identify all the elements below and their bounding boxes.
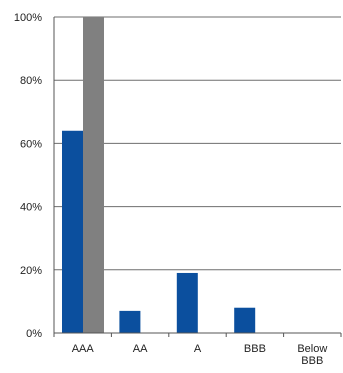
- y-tick-label: 100%: [14, 12, 42, 24]
- x-tick-label-bbb: BBB: [244, 343, 266, 355]
- bars: [62, 17, 256, 333]
- x-tick-label-a: A: [194, 343, 202, 355]
- bar-series1-a: [176, 272, 198, 333]
- y-tick-label: 80%: [20, 75, 42, 87]
- y-tick-label: 60%: [20, 138, 42, 150]
- bar-series2-aaa: [83, 17, 104, 333]
- bar-series1-bbb: [234, 307, 256, 333]
- y-tick-label: 40%: [20, 202, 42, 214]
- x-tick-label-below-bbb: Below BBB: [297, 343, 327, 367]
- x-tick-label-aaa: AAA: [72, 343, 95, 355]
- y-tick-label: 0%: [26, 328, 42, 340]
- tick-labels: 0%20%40%60%80%100%AAA AA A BBB Below BBB: [14, 12, 327, 367]
- x-tick-label-aa: AA: [133, 343, 148, 355]
- y-tick-label: 20%: [20, 265, 42, 277]
- axes: [53, 17, 342, 337]
- bar-series1-aa: [119, 310, 141, 333]
- bar-series1-aaa: [62, 130, 83, 333]
